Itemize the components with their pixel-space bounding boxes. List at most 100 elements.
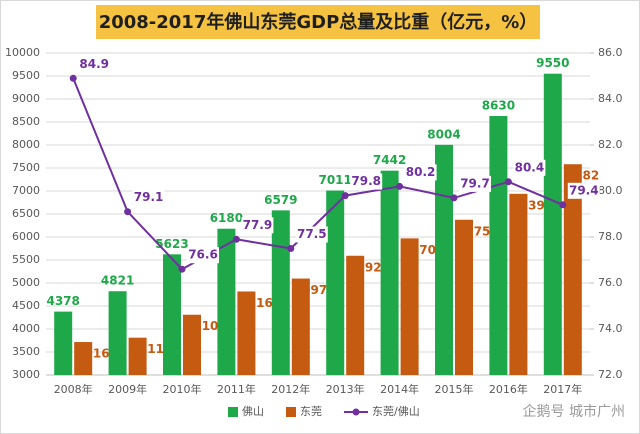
y-tick-label: 10000 bbox=[5, 46, 40, 59]
y2-tick-label: 80.0 bbox=[598, 184, 623, 197]
value-label: 6375 bbox=[457, 224, 490, 238]
y-tick-label: 5500 bbox=[12, 253, 40, 266]
bar bbox=[563, 164, 582, 375]
value-label: 8630 bbox=[482, 99, 515, 113]
x-tick-label: 2013年 bbox=[326, 382, 365, 396]
value-label: 8004 bbox=[427, 127, 460, 141]
value-label-box bbox=[241, 217, 274, 234]
value-label: 77.9 bbox=[243, 218, 273, 232]
x-tick-label: 2014年 bbox=[380, 382, 419, 396]
title-box bbox=[96, 5, 540, 39]
line-marker bbox=[450, 194, 458, 202]
y-tick-label: 9500 bbox=[12, 69, 40, 82]
value-label: 4310 bbox=[185, 319, 218, 333]
value-label: 79.7 bbox=[460, 176, 490, 190]
y-tick-label: 3500 bbox=[12, 345, 40, 358]
y2-tick-label: 76.0 bbox=[598, 276, 623, 289]
y-tick-label: 4500 bbox=[12, 299, 40, 312]
bar bbox=[380, 170, 399, 375]
bar bbox=[108, 291, 127, 375]
line-marker bbox=[559, 201, 567, 209]
value-label: 5592 bbox=[348, 260, 381, 274]
value-label: 84.9 bbox=[79, 57, 109, 71]
y-tick-label: 9000 bbox=[12, 92, 40, 105]
line-marker bbox=[232, 235, 240, 243]
value-label-box bbox=[459, 175, 491, 192]
legend-swatch bbox=[228, 407, 238, 417]
bar bbox=[217, 228, 236, 375]
value-label: 5970 bbox=[403, 243, 436, 257]
y2-tick-label: 86.0 bbox=[598, 46, 623, 59]
value-label: 5623 bbox=[155, 237, 188, 251]
y-tick-label: 3000 bbox=[12, 368, 40, 381]
value-label: 3716 bbox=[76, 347, 109, 361]
legend-label: 东莞 bbox=[300, 405, 322, 418]
x-tick-label: 2017年 bbox=[543, 382, 582, 396]
bar bbox=[291, 278, 310, 375]
legend-label: 佛山 bbox=[242, 405, 264, 418]
legend-marker bbox=[352, 408, 360, 416]
legend-swatch bbox=[286, 407, 296, 417]
value-label: 80.2 bbox=[406, 165, 436, 179]
value-label: 79.4 bbox=[569, 183, 599, 197]
value-label: 79.8 bbox=[351, 174, 381, 188]
value-label: 3811 bbox=[131, 342, 164, 356]
y2-tick-label: 78.0 bbox=[598, 230, 623, 243]
value-label: 77.5 bbox=[297, 227, 327, 241]
watermark: 企鹅号 城市广州 bbox=[523, 403, 625, 420]
y-tick-label: 5000 bbox=[12, 276, 40, 289]
line-marker bbox=[504, 178, 512, 186]
x-tick-label: 2016年 bbox=[489, 382, 528, 396]
y-tick-label: 6500 bbox=[12, 207, 40, 220]
value-label: 4821 bbox=[101, 274, 134, 288]
value-label-box bbox=[567, 182, 600, 199]
value-label-box bbox=[132, 189, 165, 206]
line-marker bbox=[287, 245, 295, 252]
value-label-box bbox=[295, 226, 328, 243]
value-label: 7582 bbox=[566, 169, 599, 183]
value-label: 6180 bbox=[210, 211, 243, 225]
value-label-box bbox=[404, 164, 437, 181]
value-label: 7442 bbox=[373, 153, 406, 167]
value-label: 4378 bbox=[46, 294, 79, 308]
line-marker bbox=[341, 192, 349, 200]
value-label: 4816 bbox=[239, 296, 272, 310]
bar bbox=[346, 255, 365, 375]
x-tick-label: 2010年 bbox=[163, 382, 202, 396]
line-marker bbox=[69, 74, 77, 82]
bar bbox=[326, 190, 345, 375]
bar bbox=[74, 342, 93, 375]
bar bbox=[435, 144, 453, 375]
x-tick-label: 2009年 bbox=[108, 382, 147, 396]
value-label: 9550 bbox=[536, 56, 569, 70]
bar bbox=[237, 291, 256, 375]
value-label-box bbox=[350, 173, 383, 190]
bar bbox=[163, 254, 181, 375]
y-tick-label: 4000 bbox=[12, 322, 40, 335]
bar bbox=[128, 337, 147, 375]
bar bbox=[509, 193, 528, 375]
value-label: 7011 bbox=[318, 173, 351, 187]
y2-tick-label: 72.0 bbox=[598, 368, 623, 381]
line-marker bbox=[124, 208, 132, 216]
bar bbox=[400, 238, 419, 375]
value-label-box bbox=[78, 56, 111, 73]
x-tick-label: 2012年 bbox=[271, 382, 310, 396]
y-tick-label: 8500 bbox=[12, 115, 40, 128]
value-label-box bbox=[513, 159, 546, 176]
bar bbox=[489, 116, 508, 376]
x-tick-label: 2008年 bbox=[54, 382, 93, 396]
y2-tick-label: 82.0 bbox=[598, 138, 623, 151]
value-label: 76.6 bbox=[188, 248, 218, 262]
value-label: 6939 bbox=[511, 198, 544, 212]
value-label: 6579 bbox=[264, 193, 297, 207]
y2-tick-label: 74.0 bbox=[598, 322, 623, 335]
bar bbox=[54, 311, 73, 375]
value-label-box bbox=[187, 247, 219, 264]
value-label: 80.4 bbox=[515, 160, 545, 174]
value-label: 79.1 bbox=[134, 190, 164, 204]
legend-label: 东莞/佛山 bbox=[372, 405, 420, 418]
bar bbox=[183, 314, 201, 375]
y-tick-label: 7500 bbox=[12, 161, 40, 174]
